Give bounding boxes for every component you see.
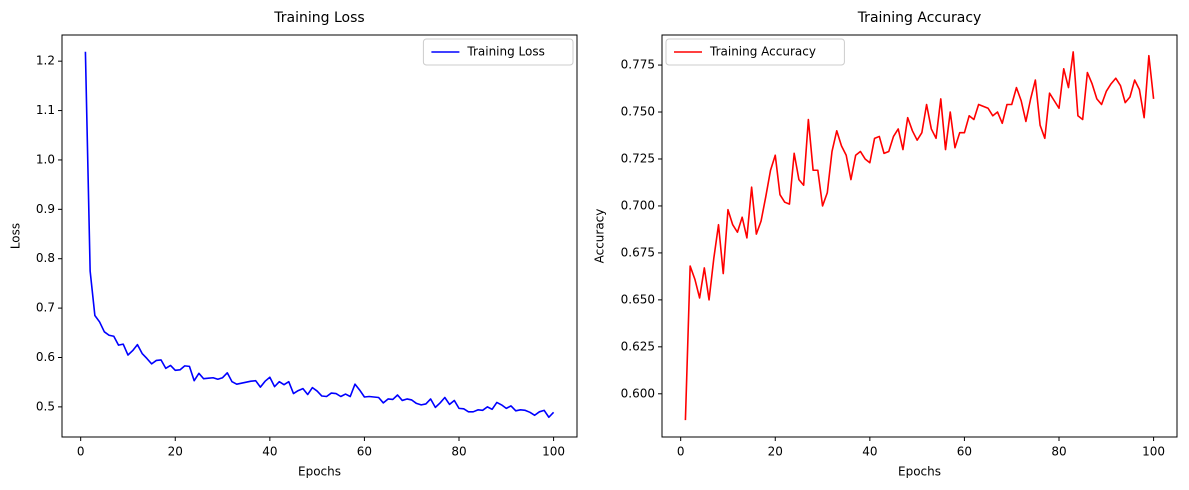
- chart-title: Training Loss: [273, 10, 364, 26]
- y-tick-label: 0.725: [621, 151, 655, 165]
- x-tick-label: 100: [1142, 445, 1165, 459]
- y-tick-label: 0.7: [36, 301, 55, 315]
- y-axis-label: Accuracy: [593, 209, 607, 264]
- y-axis-label: Loss: [9, 223, 23, 249]
- x-axis-label: Epochs: [298, 465, 341, 479]
- legend-box: [422, 38, 574, 66]
- x-tick-label: 40: [262, 445, 277, 459]
- x-tick-label: 60: [357, 445, 372, 459]
- x-tick-label: 40: [862, 445, 877, 459]
- y-tick-label: 0.6: [36, 350, 55, 364]
- axes-frame: [661, 34, 1178, 438]
- y-tick-label: 1.1: [36, 103, 55, 117]
- y-tick-label: 0.700: [621, 198, 655, 212]
- y-tick-label: 0.750: [621, 105, 655, 119]
- chart-title: Training Accuracy: [857, 10, 982, 26]
- x-tick-label: 0: [677, 445, 685, 459]
- x-axis-label: Epochs: [898, 465, 941, 479]
- y-tick-label: 0.675: [621, 245, 655, 259]
- data-line: [84, 51, 555, 419]
- legend: Training Loss: [422, 38, 574, 66]
- x-tick-label: 20: [768, 445, 783, 459]
- legend-box: [665, 38, 845, 66]
- data-line: [684, 51, 1155, 421]
- y-tick-label: 1.0: [36, 152, 55, 166]
- x-tick-label: 80: [451, 445, 466, 459]
- y-tick-label: 0.650: [621, 292, 655, 306]
- y-tick-label: 0.600: [621, 386, 655, 400]
- y-tick-label: 1.2: [36, 54, 55, 68]
- y-tick-label: 0.8: [36, 251, 55, 265]
- legend-label: Training Accuracy: [709, 45, 816, 59]
- y-tick-label: 0.775: [621, 58, 655, 72]
- y-tick-label: 0.5: [36, 399, 55, 413]
- y-tick-label: 0.9: [36, 202, 55, 216]
- subplot: Training Accuracy 0 20 40 60 80 100 0.600 0.625 0…: [593, 10, 1178, 479]
- x-tick-label: 80: [1051, 445, 1066, 459]
- x-tick-label: 100: [542, 445, 565, 459]
- x-tick-label: 20: [168, 445, 183, 459]
- subplot: Training Loss 0 20 40 60 80 100 0.5 0.6 0.7 0.8 0.9…: [9, 10, 578, 479]
- axes-frame: [61, 34, 578, 438]
- x-tick-label: 0: [77, 445, 85, 459]
- y-tick-label: 0.625: [621, 339, 655, 353]
- legend-label: Training Loss: [466, 45, 544, 59]
- x-tick-label: 60: [957, 445, 972, 459]
- legend: Training Accuracy: [665, 38, 845, 66]
